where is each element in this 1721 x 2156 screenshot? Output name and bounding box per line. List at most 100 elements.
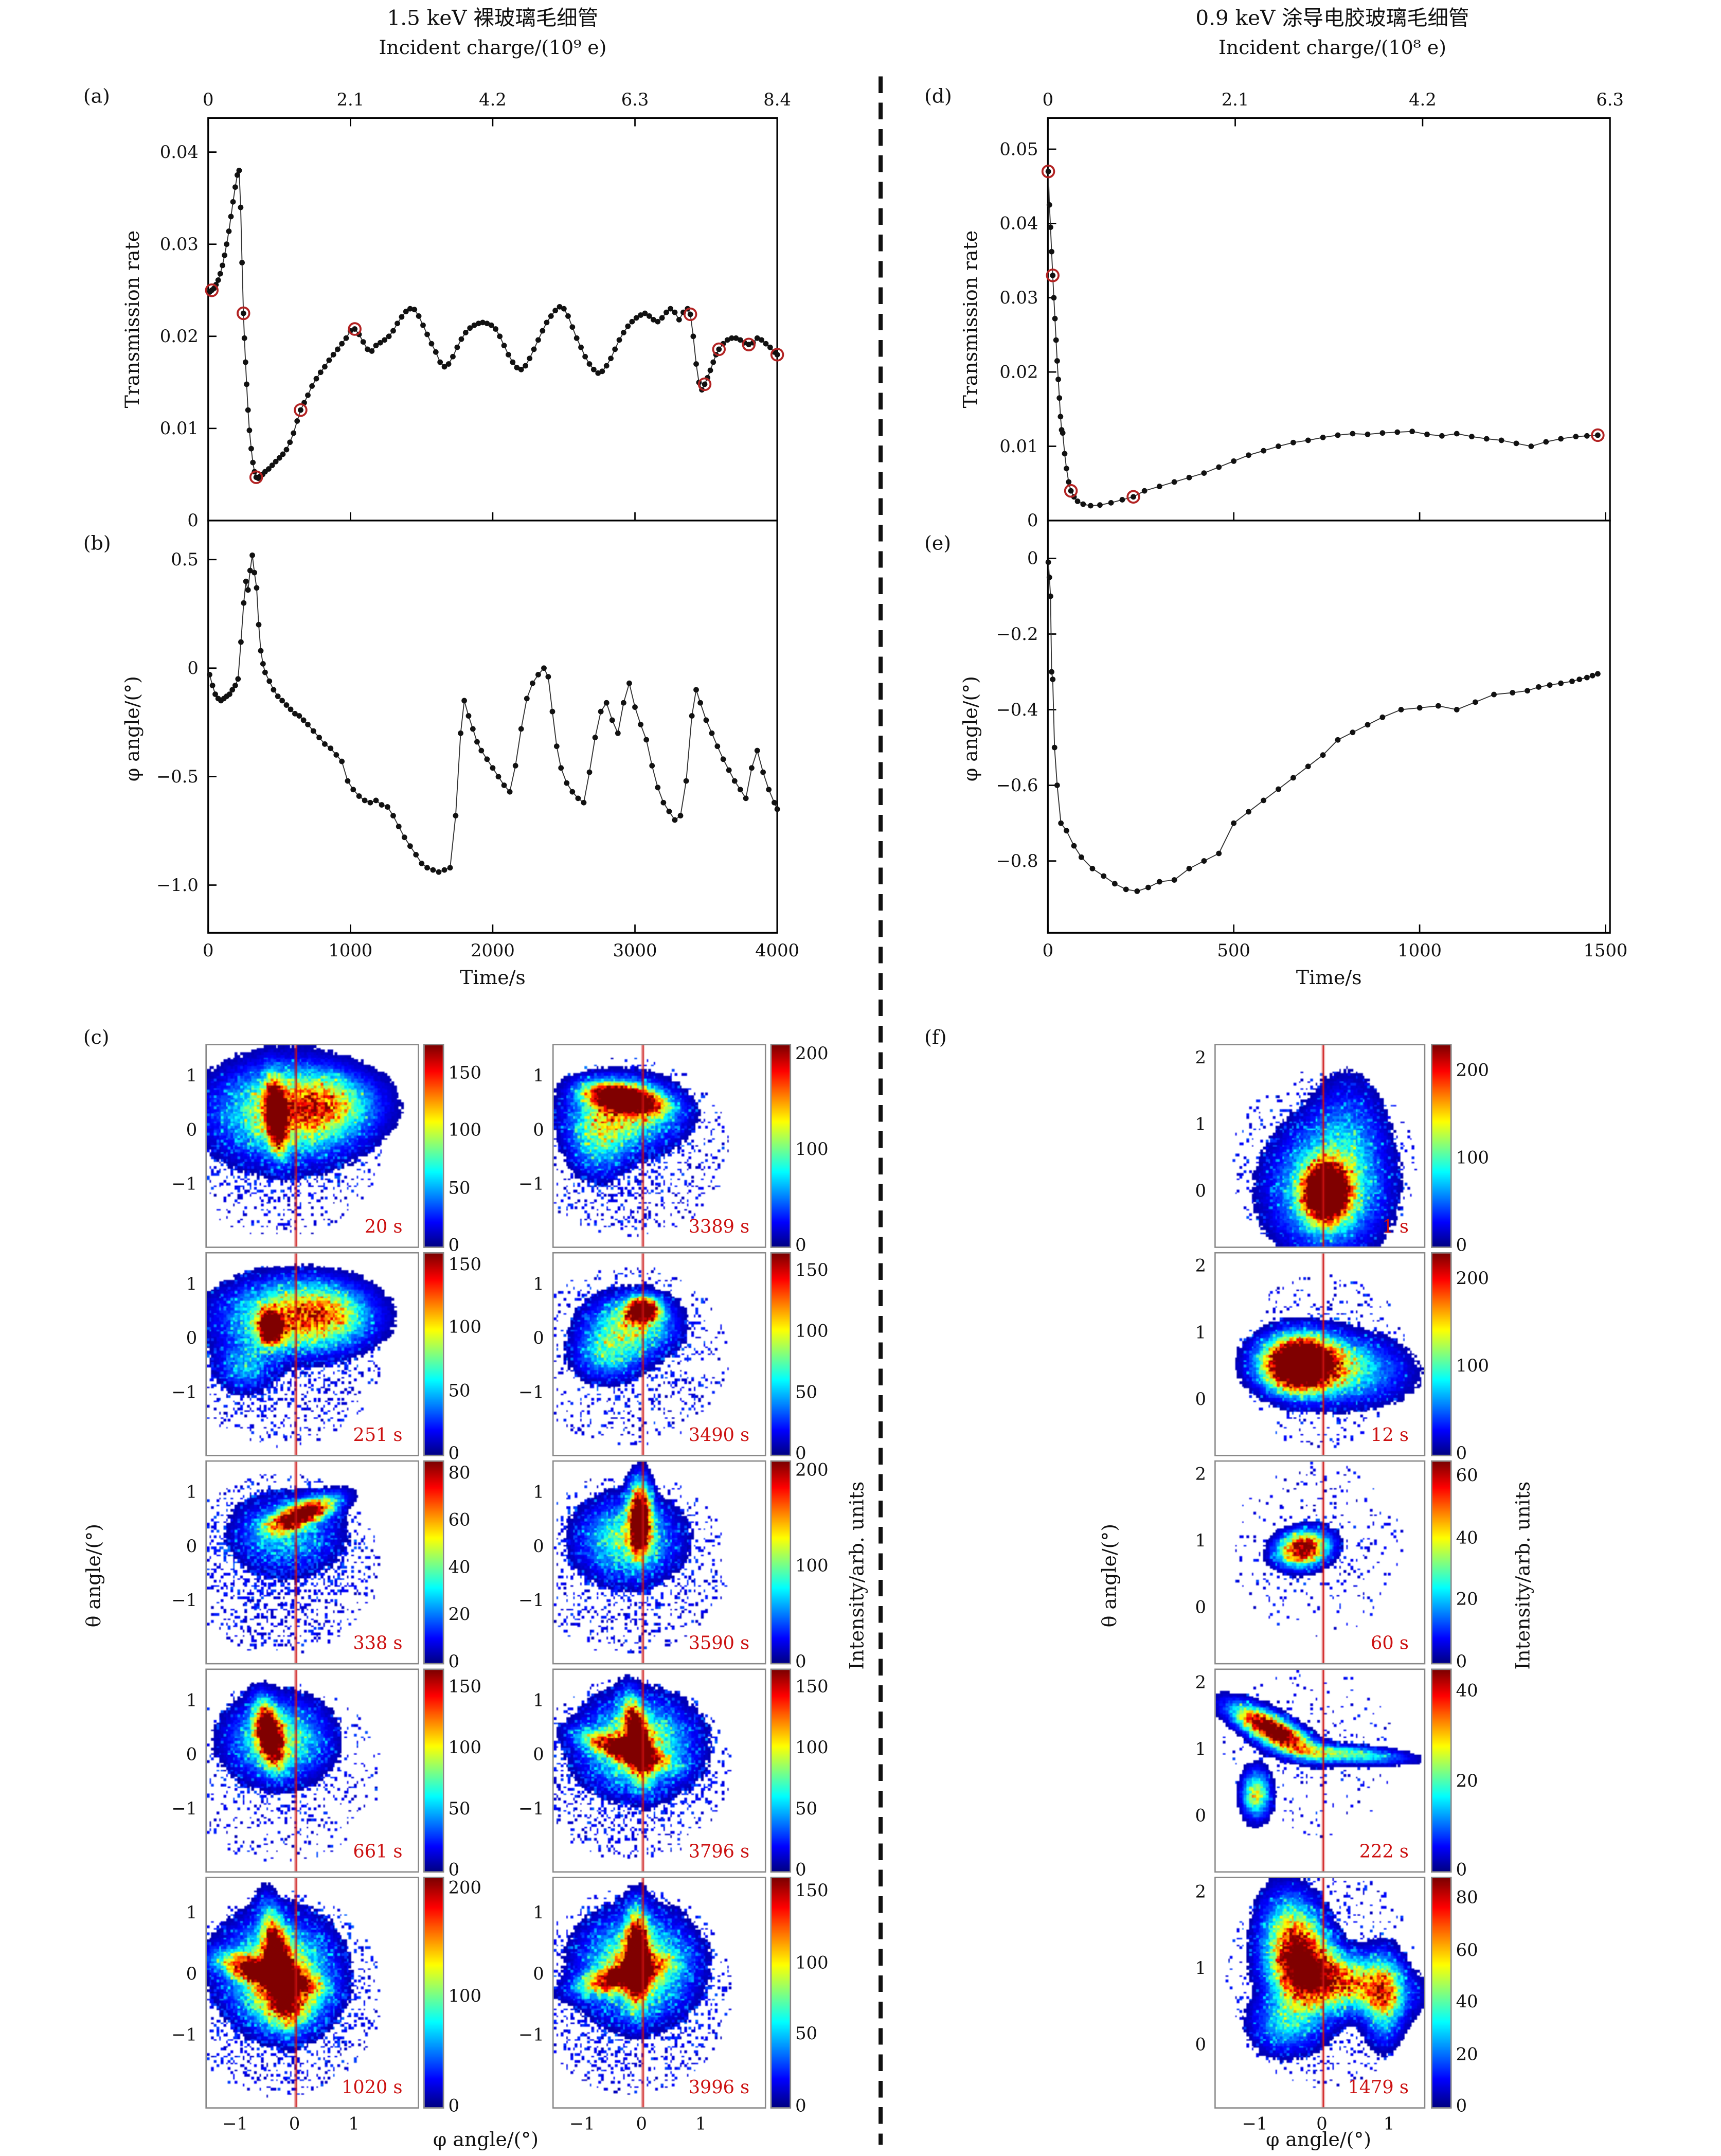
data-point	[1066, 479, 1072, 485]
data-point	[1134, 888, 1140, 894]
highlight-marker	[1046, 269, 1060, 282]
data-point	[1573, 434, 1579, 440]
y-tick-label: −0.6	[996, 775, 1038, 795]
data-point	[1589, 672, 1595, 679]
y-tick-label: −0.4	[996, 700, 1038, 720]
data-point	[226, 228, 232, 234]
y-tick-label: 0.03	[999, 288, 1038, 308]
data-point	[484, 320, 490, 327]
map-y-tick-label: 0	[533, 1743, 544, 1765]
data-point	[590, 366, 597, 372]
data-point	[1216, 464, 1222, 470]
colorbar-tick-label: 200	[1456, 1267, 1490, 1288]
data-point	[1052, 315, 1058, 322]
data-point	[478, 747, 485, 754]
data-point	[419, 861, 425, 866]
data-point	[328, 745, 334, 752]
beam-image-time-label: 12 s	[1371, 1426, 1409, 1447]
data-point	[1473, 699, 1478, 705]
data-point	[1261, 797, 1267, 804]
colorbar	[423, 1877, 444, 2109]
data-point	[557, 304, 563, 310]
data-point	[690, 333, 696, 340]
chart-e-phi-angle: 0 −0.2 −0.4 −0.6 −0.8 0 500 1000 1500	[996, 520, 1627, 960]
map-y-tick-label: 1	[533, 1481, 544, 1503]
data-point	[569, 789, 576, 795]
colorbar-tick-label: 0	[795, 1650, 806, 1671]
data-point	[476, 320, 481, 327]
beam-image-3490s	[552, 1252, 766, 1456]
data-point	[737, 787, 743, 793]
colorbar-tick-label: 100	[795, 1138, 829, 1159]
data-point	[638, 721, 643, 727]
data-point	[1439, 433, 1445, 439]
data-point	[390, 328, 396, 334]
data-point	[720, 341, 726, 347]
data-point	[1528, 443, 1534, 449]
x-tick-label: 1000	[328, 940, 372, 960]
data-point	[217, 271, 223, 277]
data-point	[239, 260, 245, 265]
beam-image-time-label: 661 s	[353, 1842, 403, 1863]
beam-image-time-label: 3996 s	[688, 2078, 750, 2099]
data-point	[339, 758, 345, 764]
data-point	[436, 869, 442, 875]
data-point	[527, 355, 533, 362]
colorbar-tick-label: 100	[1456, 1146, 1490, 1168]
map-y-tick-label: 0	[186, 1535, 198, 1556]
data-point	[1454, 431, 1460, 437]
top-tick-label: 2.1	[1222, 90, 1249, 110]
data-point	[586, 769, 593, 775]
data-point	[633, 315, 639, 321]
data-point	[561, 306, 567, 312]
colorbar-tick-label: 0	[448, 2094, 460, 2116]
colorbar	[1431, 1252, 1452, 1456]
data-point	[283, 447, 290, 453]
data-point	[252, 569, 258, 576]
data-point	[1335, 737, 1341, 743]
data-point	[450, 353, 456, 360]
data-point	[465, 713, 472, 719]
data-point	[558, 765, 564, 771]
data-point	[305, 721, 311, 727]
data-point	[333, 752, 339, 758]
data-point	[1305, 763, 1311, 770]
data-point	[693, 687, 699, 693]
map-y-tick-label: 2	[1195, 1254, 1206, 1275]
data-point	[461, 698, 468, 704]
data-point	[1050, 272, 1056, 278]
data-point	[1468, 434, 1475, 440]
data-point	[1558, 436, 1564, 442]
data-point	[598, 708, 604, 715]
data-point	[484, 756, 490, 762]
highlight-marker	[712, 342, 726, 357]
data-point	[330, 352, 336, 358]
data-point	[1108, 500, 1114, 506]
beam-image-1s	[1214, 1044, 1426, 1248]
data-point	[541, 665, 547, 671]
data-point	[365, 346, 370, 352]
map-y-tick-label: 0	[186, 1743, 198, 1765]
data-point	[1088, 503, 1093, 509]
data-point	[1231, 820, 1237, 826]
colorbar-tick-label: 40	[448, 1556, 471, 1577]
map-y-tick-label: −1	[171, 1172, 198, 1193]
data-point	[1216, 850, 1222, 857]
data-point	[529, 680, 535, 686]
beam-image-3796s	[552, 1668, 766, 1873]
data-point	[384, 804, 390, 810]
map-y-tick-label: 1	[186, 1689, 198, 1710]
data-point	[616, 337, 622, 343]
map-y-tick-label: −1	[171, 1797, 198, 1818]
panel-f-colorbar-label: Intensity/arb. units	[1513, 1481, 1535, 1670]
data-point	[1048, 224, 1053, 230]
beam-image-time-label: 60 s	[1371, 1634, 1409, 1655]
highlight-marker	[249, 470, 263, 484]
map-y-tick-label: 1	[533, 1065, 544, 1086]
data-point	[1335, 432, 1341, 438]
data-point	[612, 346, 618, 352]
data-point	[586, 361, 593, 367]
data-point	[232, 683, 238, 688]
data-point	[1068, 488, 1074, 494]
data-point	[1201, 858, 1207, 864]
